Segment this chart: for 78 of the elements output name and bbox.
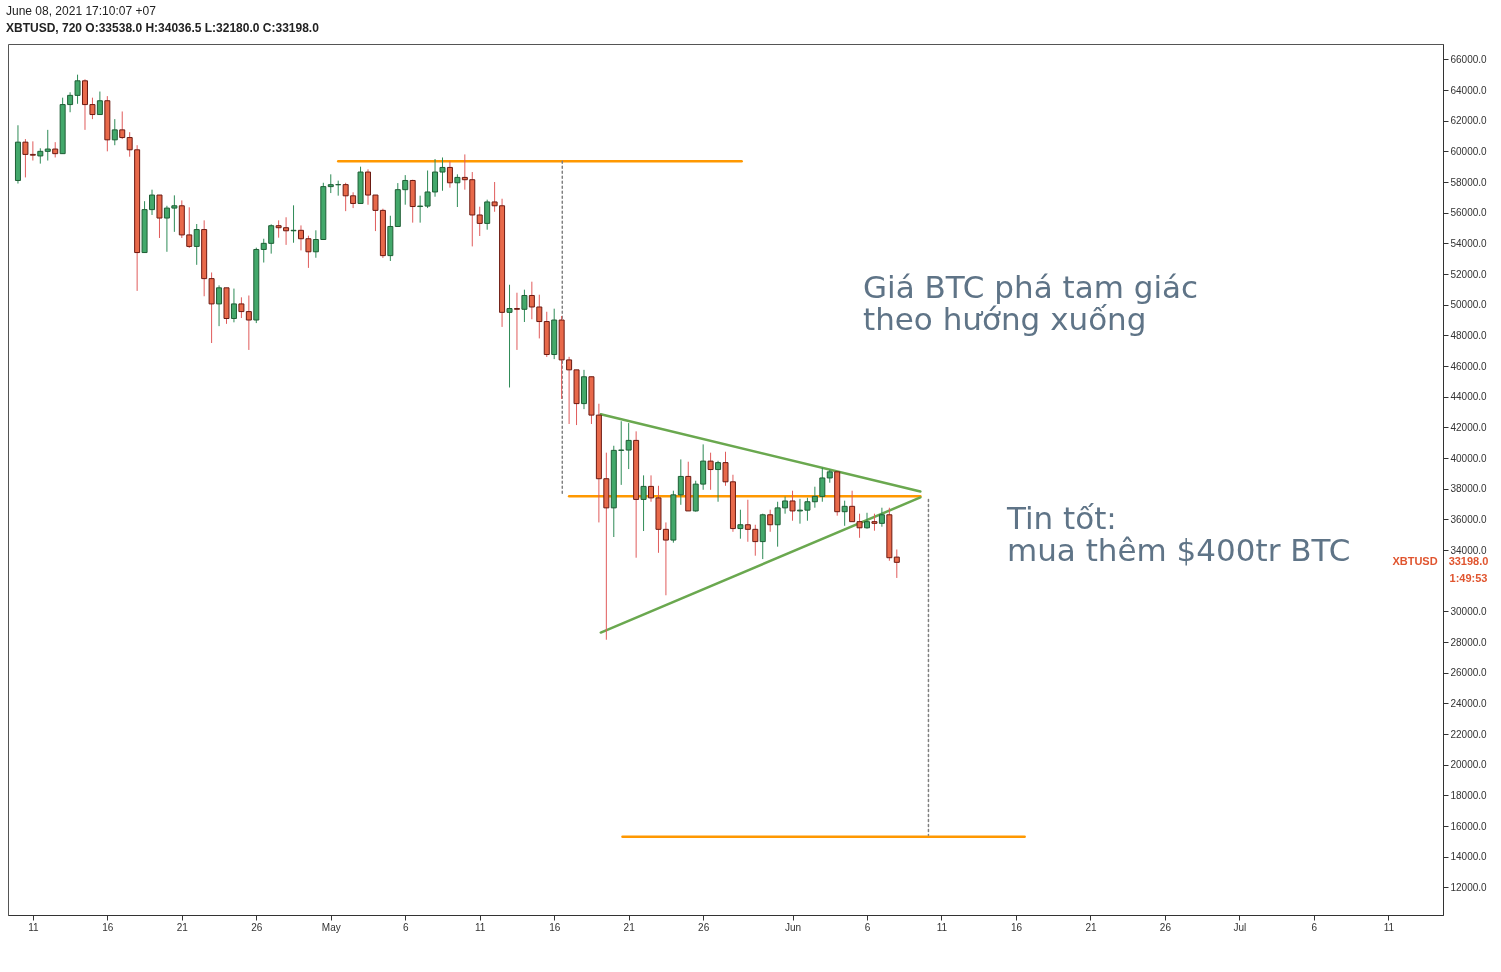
- y-tick-label: 30000.0: [1450, 605, 1488, 617]
- x-tick-label: 16: [549, 921, 561, 933]
- y-tick-label: 62000.0: [1450, 115, 1488, 127]
- y-tick-label: 66000.0: [1450, 53, 1488, 65]
- y-tick-label: 46000.0: [1450, 360, 1488, 372]
- y-tick-label: 54000.0: [1450, 237, 1488, 249]
- y-tick-label: 28000.0: [1450, 636, 1488, 648]
- candlestick: [484, 199, 491, 231]
- y-tick-label: 40000.0: [1450, 452, 1488, 464]
- y-tick-label: 24000.0: [1450, 697, 1488, 709]
- x-tick-label: 26: [698, 921, 710, 933]
- candlestick: [737, 509, 744, 540]
- candlestick: [119, 110, 126, 140]
- y-tick-label: 60000.0: [1450, 145, 1488, 157]
- candlestick: [878, 507, 885, 528]
- y-tick-label: 36000.0: [1450, 513, 1488, 525]
- x-tick-label: Jul: [1233, 921, 1247, 933]
- y-tick-label: 38000.0: [1450, 483, 1488, 495]
- candlestick: [864, 512, 871, 530]
- y-tick-label: 14000.0: [1450, 851, 1488, 863]
- candlestick: [476, 206, 483, 237]
- x-tick-label: 26: [251, 921, 263, 933]
- candlestick: [767, 509, 774, 533]
- y-tick-label: 52000.0: [1450, 268, 1488, 280]
- candlestick: [513, 292, 520, 351]
- candlestick: [216, 284, 223, 327]
- x-tick-label: 26: [1159, 921, 1172, 933]
- candlestick: [44, 129, 51, 162]
- x-tick-label: 16: [102, 921, 114, 933]
- annotation: Tin tốt: mua thêm $400tr BTC: [1006, 500, 1351, 568]
- y-tick-label: 20000.0: [1450, 759, 1488, 771]
- candlestick: [789, 490, 796, 522]
- candlestick: [715, 460, 722, 503]
- x-tick-label: 21: [176, 921, 189, 933]
- y-tick-label: 56000.0: [1450, 207, 1488, 219]
- x-tick-label: 11: [475, 921, 486, 933]
- x-tick-label: 6: [1311, 921, 1318, 933]
- x-tick-label: 21: [623, 921, 636, 933]
- y-tick-label: 26000.0: [1450, 667, 1488, 679]
- x-tick-label: Jun: [784, 921, 802, 933]
- annotation: XBTUSD: [1392, 555, 1438, 568]
- x-tick-label: May: [321, 921, 341, 933]
- candlestick: [625, 422, 632, 470]
- y-tick-label: 34000.0: [1450, 544, 1488, 556]
- y-tick-label: 58000.0: [1450, 176, 1488, 188]
- x-tick-label: 11: [1383, 921, 1395, 933]
- x-tick-label: 6: [402, 921, 409, 933]
- candlestick: [506, 284, 513, 388]
- y-tick-label: 42000.0: [1450, 421, 1488, 433]
- x-tick-label: 16: [1010, 921, 1023, 933]
- annotation: Giá BTC phá tam giác theo hướng xuống: [863, 269, 1199, 337]
- x-tick-label: 6: [864, 921, 871, 933]
- x-tick-label: 11: [28, 921, 39, 933]
- text: 33198.0: [1448, 555, 1489, 568]
- y-tick-label: 64000.0: [1450, 84, 1488, 96]
- candlestick: [193, 223, 200, 266]
- chart-title: XBTUSD, 720 O:33538.0 H:34036.5 L:32180.0 C:33198.0: [6, 21, 319, 35]
- candlestick: [156, 194, 163, 239]
- chart-subtitle: June 08, 2021 17:10:07 +07: [6, 4, 156, 18]
- candlestick: [96, 91, 103, 116]
- y-tick-label: 12000.0: [1450, 881, 1488, 893]
- y-tick-label: 48000.0: [1450, 329, 1488, 341]
- y-tick-label: 44000.0: [1450, 391, 1488, 403]
- candlestick: [230, 288, 237, 323]
- candlestick: [841, 500, 848, 527]
- candlestick: [640, 474, 647, 532]
- x-tick-label: 11: [936, 921, 948, 933]
- candlestick: [446, 160, 453, 189]
- text: 1:49:53: [1449, 572, 1488, 585]
- y-tick-label: 22000.0: [1450, 728, 1488, 740]
- x-tick-label: 21: [1085, 921, 1097, 933]
- candlestick: [521, 289, 528, 323]
- y-tick-label: 50000.0: [1450, 299, 1488, 311]
- candlestick: [111, 118, 118, 146]
- candlestick: [454, 173, 461, 208]
- y-tick-label: 18000.0: [1450, 789, 1488, 801]
- y-tick-label: 16000.0: [1450, 820, 1488, 832]
- candlestick: [707, 452, 714, 491]
